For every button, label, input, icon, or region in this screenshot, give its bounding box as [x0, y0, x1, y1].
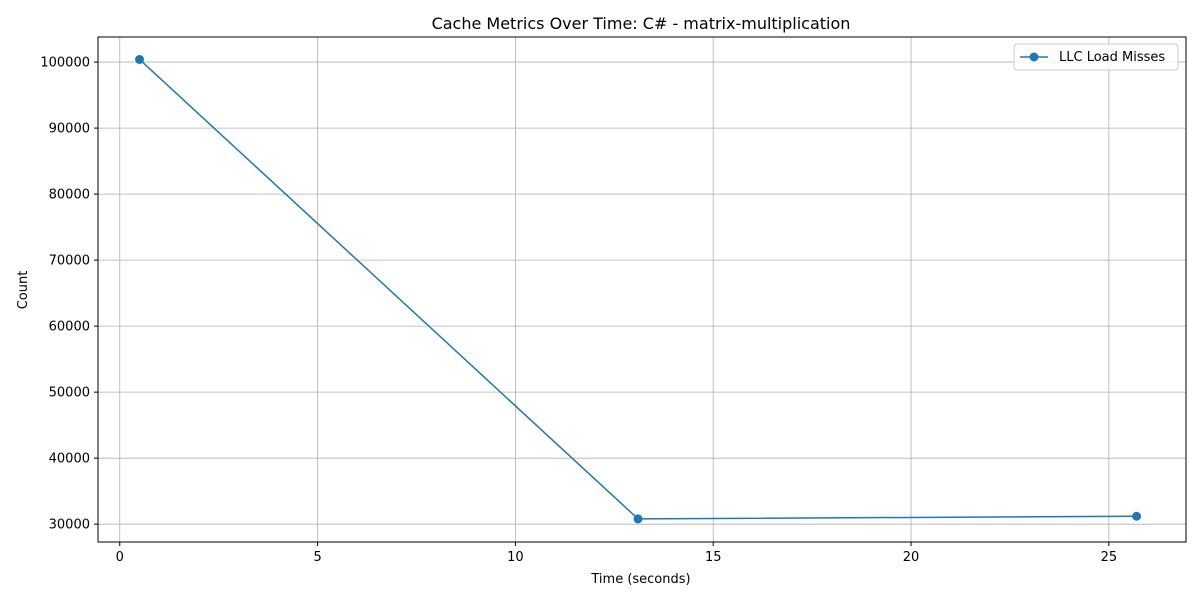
- y-tick-label: 70000: [49, 254, 90, 269]
- y-tick-label: 90000: [49, 122, 90, 137]
- y-axis-label: Count: [16, 271, 31, 310]
- data-point: [1132, 511, 1142, 521]
- series-layer: [135, 54, 1142, 524]
- legend-label-llc-load-misses: LLC Load Misses: [1059, 50, 1165, 65]
- x-tick-label: 5: [313, 550, 321, 565]
- x-tick-label: 15: [705, 550, 722, 565]
- y-tick-label: 100000: [40, 56, 90, 71]
- gridlines: [98, 37, 1186, 542]
- y-tick-label: 80000: [49, 188, 90, 203]
- x-tick-label: 10: [507, 550, 524, 565]
- plot-frame: [97, 36, 1187, 543]
- y-tick-label: 30000: [49, 518, 90, 533]
- legend-box: [1013, 43, 1179, 71]
- x-tick-label: 0: [116, 550, 124, 565]
- y-tick-label: 50000: [49, 386, 90, 401]
- chart-title: Cache Metrics Over Time: C# - matrix-mul…: [432, 14, 851, 33]
- x-tick-label: 25: [1101, 550, 1118, 565]
- x-axis-ticks: 0 5 10 15 20 25: [116, 542, 1118, 565]
- legend-marker-swatch: [1029, 52, 1039, 62]
- y-axis-ticks: 30000 40000 50000 60000 70000 80000 90000 10000…: [40, 56, 98, 533]
- data-point: [633, 514, 643, 524]
- y-tick-label: 40000: [49, 452, 90, 467]
- legend: LLC Load Misses: [1013, 43, 1179, 71]
- x-axis-label: Time (seconds): [590, 572, 690, 587]
- data-point: [135, 54, 145, 64]
- x-tick-label: 20: [903, 550, 920, 565]
- y-tick-label: 60000: [49, 320, 90, 335]
